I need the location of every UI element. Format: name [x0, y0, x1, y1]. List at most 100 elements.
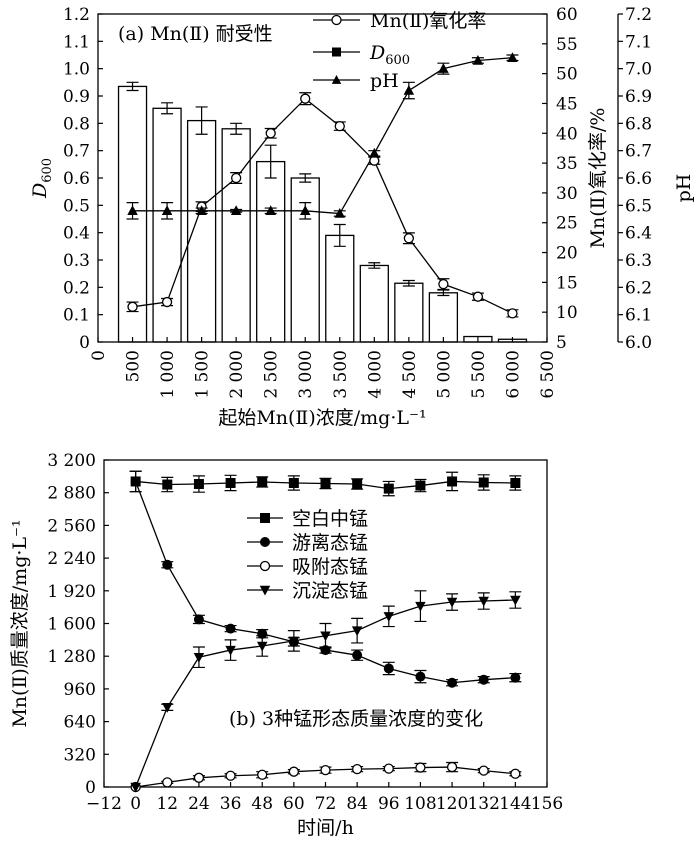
legend-label-sub: 600 [385, 53, 410, 68]
y-tick-label: 2 880 [47, 484, 96, 504]
y2-tick-label: 30 [556, 184, 578, 204]
ph-point [299, 205, 311, 216]
oxidation-rate-line [132, 97, 513, 314]
ph-tick-label: 6.8 [625, 114, 652, 134]
series-point [162, 559, 173, 570]
series-point [225, 477, 236, 488]
x-tick-label: −12 [86, 794, 122, 814]
x-tick-label: 48 [251, 794, 273, 814]
y2-tick-label: 20 [556, 244, 578, 264]
series-point [193, 652, 205, 663]
y-tick-label: 0 [79, 333, 90, 353]
x-tick-label: 24 [188, 794, 210, 814]
oxidation-point [507, 308, 518, 319]
legend-label: pH [370, 70, 399, 92]
series-point [383, 483, 394, 494]
x-tick-label: 36 [220, 794, 242, 814]
x-axis-label: 时间/h [297, 817, 354, 839]
legend-marker [332, 47, 341, 57]
x-tick-label: 108 [404, 794, 436, 814]
series-point [383, 763, 394, 774]
series-point [383, 663, 394, 674]
y-axis-label-sub: 600 [40, 158, 55, 183]
d600-bar [394, 282, 424, 343]
series-point [415, 762, 426, 773]
series-point [447, 476, 458, 487]
series-point [510, 672, 521, 683]
x-tick-label: 6 500 [538, 350, 558, 399]
y-tick-label: 2 240 [47, 549, 96, 569]
x-tick-label: 1 500 [193, 350, 213, 399]
d600-bar [359, 264, 389, 343]
legend-marker [331, 75, 342, 84]
y2-tick-label: 25 [556, 214, 578, 234]
ph-point [127, 205, 138, 216]
series-point [162, 777, 173, 788]
series-point [288, 766, 300, 777]
ph-tick-label: 6.9 [625, 87, 652, 107]
legend-label: D600 [369, 42, 410, 68]
d600-error-bar [195, 106, 208, 135]
series-point [288, 477, 299, 488]
x-tick-label: 144 [499, 794, 531, 814]
y-tick-label: 1.1 [63, 32, 90, 52]
y2-tick-label: 5 [556, 333, 567, 353]
x-tick-label: 5 000 [434, 350, 454, 399]
x-tick-label: 3 500 [331, 350, 351, 399]
x-tick-label: 0 [130, 794, 141, 814]
ph-point [403, 85, 415, 95]
y-tick-label: 0.6 [63, 169, 90, 189]
series-point [225, 623, 236, 634]
y2-axis-label: Mn(Ⅱ)氧化率/% [587, 108, 609, 249]
y2-tick-label: 15 [556, 273, 578, 293]
x-tick-label: 84 [346, 794, 368, 814]
series-point [352, 479, 363, 490]
ph-tick-label: 7.0 [625, 60, 652, 80]
legend-label: 沉淀态锰 [292, 580, 368, 602]
legend-marker [259, 585, 271, 596]
legend-label: 游离态锰 [292, 532, 368, 554]
ph-point [196, 205, 207, 216]
ph-point [472, 54, 484, 65]
ph-tick-label: 6.5 [625, 196, 652, 216]
d600-error-bar [161, 102, 174, 115]
x-tick-label: 4 000 [365, 350, 385, 399]
d600-error-bar [230, 122, 243, 135]
panel-a: 0 0.1 0.2 0.3 0.4 0.5 0.6 0.7 0.8 0.9 1.0 1.1 1.2 5 10… [29, 5, 695, 429]
ph-point [507, 52, 518, 62]
x-tick-label: 132 [467, 794, 499, 814]
series-point [225, 770, 236, 781]
series-point [446, 761, 458, 773]
ph-tick-label: 6.6 [625, 169, 652, 189]
d600-error-bar [299, 173, 312, 183]
series-point [320, 478, 331, 489]
y-tick-label: 960 [64, 680, 96, 700]
y-tick-label: 0.4 [63, 224, 90, 244]
y2-tick-label: 60 [556, 5, 578, 25]
x-tick-label: 1 000 [158, 350, 178, 399]
legend-marker [260, 513, 270, 523]
legend-label-main: D [369, 42, 385, 64]
x-tick-label: 500 [124, 350, 144, 382]
series-point [351, 763, 363, 775]
y-tick-label: 1 280 [47, 647, 96, 667]
oxidation-point [334, 120, 345, 132]
y-tick-label: 0.1 [63, 306, 90, 326]
oxidation-point [161, 296, 173, 308]
series-point [130, 476, 141, 487]
ph-point [265, 205, 276, 216]
y-tick-label: 1 920 [47, 582, 96, 602]
ph-point [230, 205, 242, 216]
panel-b-label: (b) 3种锰形态质量浓度的变化 [229, 708, 483, 730]
y-tick-label: 2 560 [47, 516, 96, 536]
oxidation-point [231, 172, 242, 184]
d600-error-bar [333, 223, 346, 247]
x-tick-label: 156 [531, 794, 563, 814]
y-tick-label: 3 200 [47, 451, 96, 471]
series-point [447, 677, 458, 688]
d600-error-bar [264, 144, 277, 179]
y-tick-label: 1 600 [47, 615, 96, 635]
legend-label: 吸附态锰 [292, 556, 368, 578]
d600-bar [325, 234, 355, 343]
